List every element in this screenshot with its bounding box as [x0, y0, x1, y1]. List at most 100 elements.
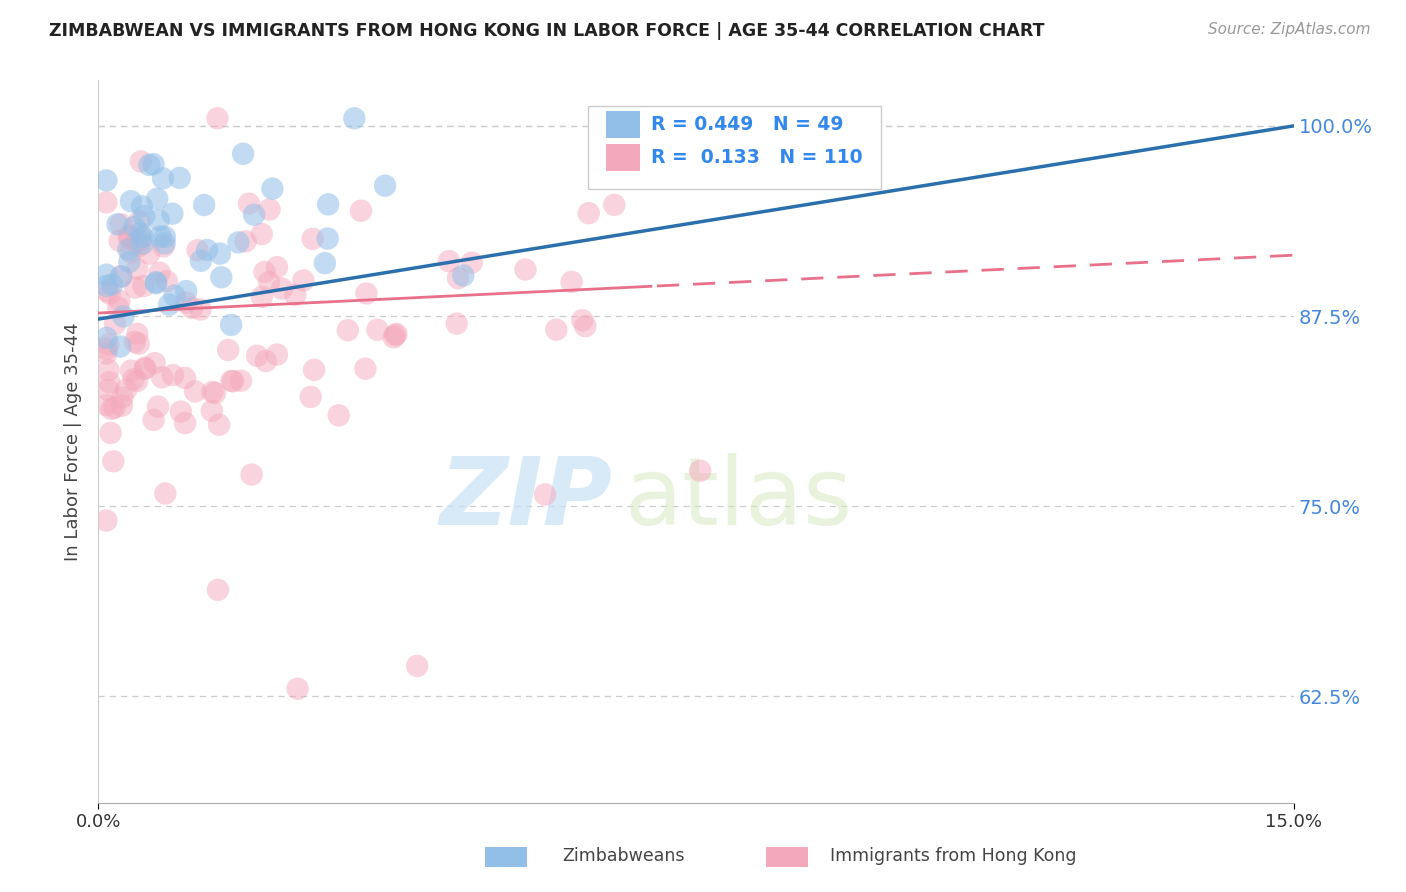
Point: [217, 343, 239, 357]
Text: Immigrants from Hong Kong: Immigrants from Hong Kong: [830, 847, 1076, 865]
Point: [350, 203, 373, 218]
Point: [328, 409, 350, 423]
Point: [447, 271, 470, 285]
Point: [129, 231, 152, 245]
Point: [204, 386, 226, 401]
Point: [354, 361, 377, 376]
Point: [190, 253, 212, 268]
Point: [385, 326, 408, 341]
Point: [246, 349, 269, 363]
Point: [228, 235, 250, 250]
Point: [142, 413, 165, 427]
Point: [284, 287, 307, 301]
Point: [127, 262, 149, 277]
Point: [120, 194, 142, 209]
Point: [108, 234, 131, 248]
Point: [561, 275, 583, 289]
Point: [128, 214, 150, 228]
Point: [343, 112, 366, 126]
Point: [603, 198, 626, 212]
Y-axis label: In Labor Force | Age 35-44: In Labor Force | Age 35-44: [63, 322, 82, 561]
Point: [104, 401, 127, 415]
Point: [110, 269, 132, 284]
Text: ZIP: ZIP: [440, 453, 613, 545]
Point: [117, 243, 139, 257]
Point: [98, 286, 121, 301]
Point: [461, 255, 484, 269]
Point: [100, 425, 122, 440]
Point: [221, 374, 243, 388]
Point: [222, 374, 245, 388]
Point: [207, 582, 229, 597]
Point: [437, 254, 460, 268]
FancyBboxPatch shape: [606, 144, 640, 171]
Point: [453, 268, 475, 283]
Point: [190, 302, 212, 317]
Point: [153, 236, 176, 251]
Point: [257, 275, 280, 289]
Point: [374, 178, 396, 193]
Point: [184, 384, 207, 399]
Point: [110, 269, 132, 284]
Point: [201, 404, 224, 418]
Point: [122, 372, 145, 386]
Point: [96, 398, 118, 412]
Point: [534, 487, 557, 501]
Point: [148, 213, 170, 227]
Point: [131, 236, 153, 251]
Point: [129, 154, 152, 169]
Point: [195, 243, 218, 257]
Point: [266, 348, 288, 362]
Point: [271, 282, 294, 296]
Point: [235, 235, 257, 249]
Point: [111, 399, 134, 413]
Point: [149, 266, 172, 280]
Point: [118, 230, 141, 244]
Point: [406, 659, 429, 673]
Point: [232, 146, 254, 161]
Point: [120, 363, 142, 377]
Point: [112, 310, 135, 324]
Point: [156, 274, 179, 288]
Point: [163, 288, 186, 302]
Point: [382, 330, 405, 344]
Point: [150, 370, 173, 384]
Point: [96, 284, 118, 298]
Point: [250, 227, 273, 241]
Point: [254, 354, 277, 368]
Point: [138, 246, 160, 260]
Point: [174, 416, 197, 430]
Point: [155, 486, 177, 500]
Point: [118, 255, 141, 269]
Point: [145, 275, 167, 289]
Point: [259, 202, 281, 217]
Point: [104, 318, 127, 332]
Point: [132, 230, 155, 244]
Point: [107, 301, 129, 315]
Point: [299, 390, 322, 404]
Point: [153, 230, 176, 244]
Point: [131, 199, 153, 213]
Point: [302, 363, 325, 377]
Point: [356, 286, 378, 301]
Point: [316, 197, 339, 211]
Point: [689, 464, 711, 478]
Point: [138, 158, 160, 172]
Text: Source: ZipAtlas.com: Source: ZipAtlas.com: [1208, 22, 1371, 37]
Point: [96, 278, 118, 293]
Text: R =  0.133   N = 110: R = 0.133 N = 110: [651, 148, 862, 167]
Point: [152, 239, 174, 253]
Point: [96, 346, 118, 360]
Text: atlas: atlas: [624, 453, 852, 545]
Point: [129, 226, 152, 240]
Point: [229, 374, 252, 388]
Point: [125, 235, 148, 249]
Point: [384, 328, 406, 343]
Point: [124, 280, 146, 294]
Text: Zimbabweans: Zimbabweans: [562, 847, 685, 865]
Point: [240, 467, 263, 482]
Point: [287, 681, 309, 696]
Point: [96, 268, 118, 282]
Point: [124, 334, 146, 349]
FancyBboxPatch shape: [606, 111, 640, 138]
